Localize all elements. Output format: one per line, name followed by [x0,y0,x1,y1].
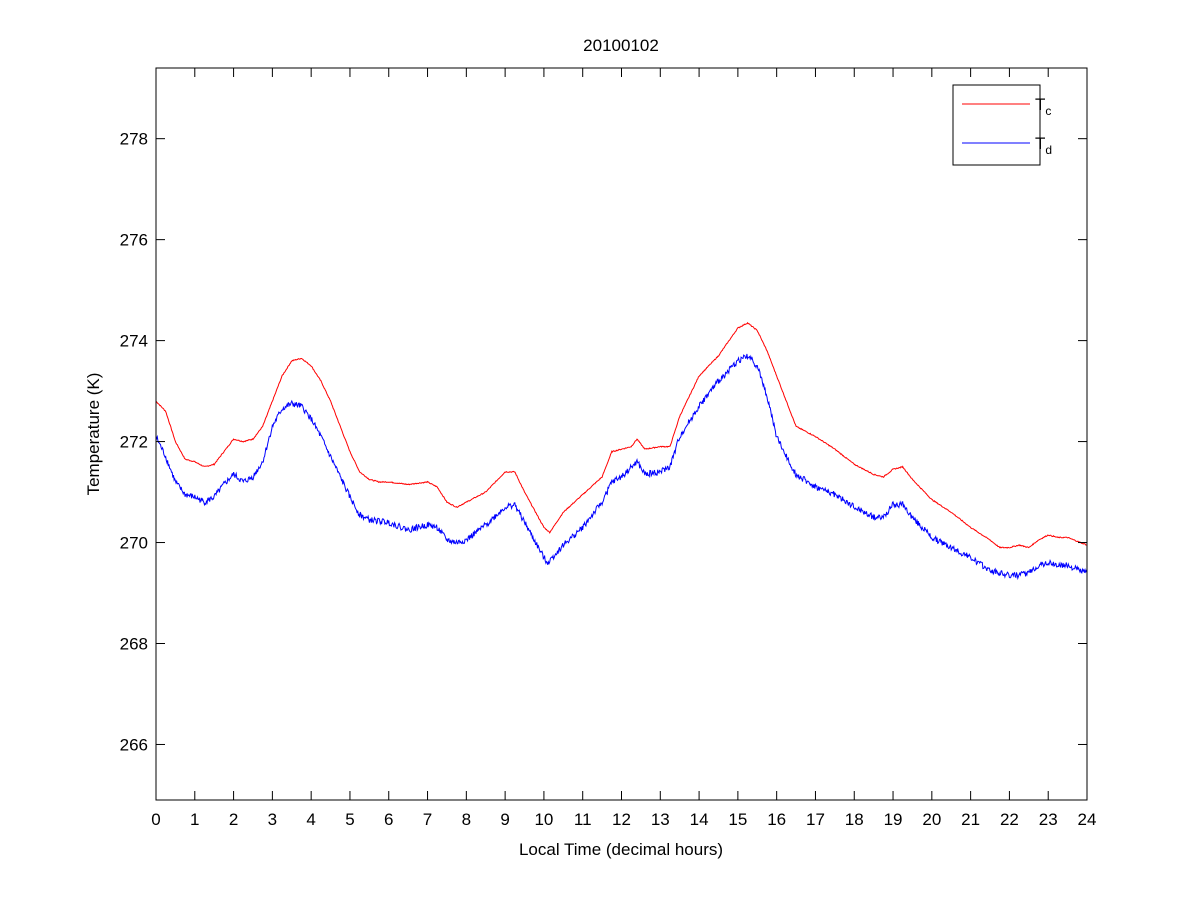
x-tick-label: 21 [961,810,980,829]
legend-box [952,84,1041,166]
x-tick-label: 14 [690,810,709,829]
x-tick-label: 22 [1000,810,1019,829]
x-tick-label: 10 [534,810,553,829]
x-tick-label: 2 [229,810,238,829]
x-tick-label: 1 [190,810,199,829]
x-tick-label: 4 [306,810,315,829]
x-tick-label: 5 [345,810,354,829]
x-tick-label: 15 [728,810,747,829]
x-axis-label: Local Time (decimal hours) [519,840,723,859]
x-tick-label: 0 [151,810,160,829]
x-tick-label: 6 [384,810,393,829]
x-tick-label: 13 [651,810,670,829]
x-tick-label: 16 [767,810,786,829]
x-tick-label: 24 [1078,810,1097,829]
series-line-Tc [155,321,1088,549]
y-axis-label: Temperature (K) [84,373,103,496]
x-tick-label: 7 [423,810,432,829]
legend-label-td: Td [1035,134,1052,157]
x-tick-label: 12 [612,810,631,829]
chart-title: 20100102 [583,36,659,55]
x-tick-label: 8 [462,810,471,829]
x-tick-label: 18 [845,810,864,829]
legend-label-tc: Tc [1035,95,1051,118]
y-tick-label: 272 [120,433,148,452]
y-tick-label: 278 [120,130,148,149]
x-tick-label: 20 [922,810,941,829]
y-tick-label: 268 [120,635,148,654]
y-tick-label: 266 [120,735,148,754]
y-tick-label: 276 [120,231,148,250]
y-tick-label: 270 [120,534,148,553]
x-tick-label: 9 [500,810,509,829]
plot-area-frame [155,67,1088,801]
x-tick-label: 11 [574,810,592,829]
legend: Tc Td [952,84,1052,166]
x-tick-label: 17 [806,810,825,829]
y-tick-label: 274 [120,332,148,351]
x-tick-label: 19 [884,810,903,829]
series-line-Td [155,353,1088,581]
x-tick-label: 3 [268,810,277,829]
x-tick-label: 23 [1039,810,1058,829]
